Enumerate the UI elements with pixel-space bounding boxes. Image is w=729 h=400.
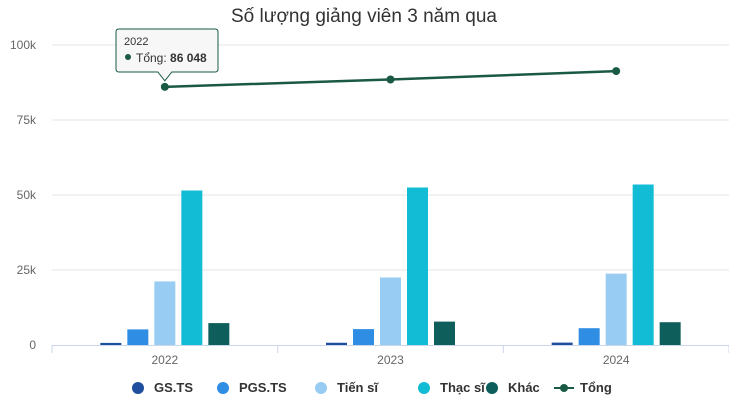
y-tick-label: 75k (17, 113, 37, 127)
legend-marker (217, 382, 229, 394)
y-tick-label: 0 (29, 338, 36, 352)
tooltip: 2022 Tổng: 86 048 (115, 28, 219, 82)
bar-gs-ts-2022[interactable] (100, 342, 122, 345)
chart-title: Số lượng giảng viên 3 năm qua (231, 6, 497, 27)
bar-khac-2023[interactable] (434, 321, 455, 345)
bar-thac-si-2024[interactable] (632, 184, 654, 346)
x-axis: 2022 2023 2024 (51, 345, 729, 367)
y-tick-label: 100k (10, 38, 37, 52)
legend-marker (132, 382, 144, 394)
legend-marker (418, 382, 430, 394)
x-tick-label: 2024 (603, 353, 630, 367)
bar-thac-si-2022[interactable] (181, 190, 203, 346)
point-tong-2024[interactable] (612, 67, 621, 76)
tooltip-series-dot (125, 54, 131, 60)
legend-item-gs-ts[interactable]: GS.TS (132, 380, 193, 395)
total-line (160, 67, 621, 91)
legend-marker (486, 382, 498, 394)
bar-tien-si-2024[interactable] (605, 273, 627, 345)
bar-pgs-ts-2024[interactable] (578, 328, 600, 345)
legend-marker (315, 382, 327, 394)
bars (100, 184, 681, 346)
legend-label: PGS.TS (239, 380, 287, 395)
x-tick-label: 2022 (151, 353, 178, 367)
y-tick-label: 25k (17, 263, 37, 277)
point-tong-2023[interactable] (386, 75, 395, 84)
tooltip-value-line: Tổng: 86 048 (136, 51, 207, 65)
legend-item-tien-si[interactable]: Tiến sĩ (315, 380, 379, 395)
bar-khac-2024[interactable] (659, 322, 681, 345)
legend-label: Khác (508, 380, 540, 395)
bar-thac-si-2023[interactable] (407, 187, 428, 346)
legend-label: Tiến sĩ (337, 380, 379, 395)
legend-item-thac-si[interactable]: Thạc sĩ (418, 380, 486, 395)
legend-item-tong[interactable]: Tổng (554, 380, 612, 395)
legend-item-khac[interactable]: Khác (486, 380, 540, 395)
legend-marker (560, 384, 568, 392)
x-tick-label: 2023 (377, 353, 404, 367)
bar-tien-si-2022[interactable] (154, 281, 176, 345)
tooltip-box (115, 28, 219, 82)
bar-khac-2022[interactable] (208, 323, 230, 345)
legend-label: Thạc sĩ (440, 380, 486, 395)
bar-gs-ts-2023[interactable] (326, 342, 347, 345)
legend-label: Tổng (580, 380, 612, 395)
bar-gs-ts-2024[interactable] (551, 342, 573, 345)
bar-pgs-ts-2022[interactable] (127, 329, 149, 345)
bar-tien-si-2023[interactable] (380, 277, 401, 346)
y-tick-label: 50k (17, 188, 37, 202)
tooltip-value: 86 048 (170, 51, 207, 65)
legend-item-pgs-ts[interactable]: PGS.TS (217, 380, 287, 395)
legend: GS.TS PGS.TS Tiến sĩ Thạc sĩ Khác Tổng (132, 380, 612, 395)
y-axis: 0 25k 50k 75k 100k (10, 38, 37, 352)
tooltip-category: 2022 (124, 36, 148, 48)
bar-pgs-ts-2023[interactable] (353, 329, 374, 345)
tooltip-series-label: Tổng: (136, 51, 170, 65)
point-tong-2022[interactable] (160, 82, 169, 91)
legend-label: GS.TS (154, 380, 193, 395)
